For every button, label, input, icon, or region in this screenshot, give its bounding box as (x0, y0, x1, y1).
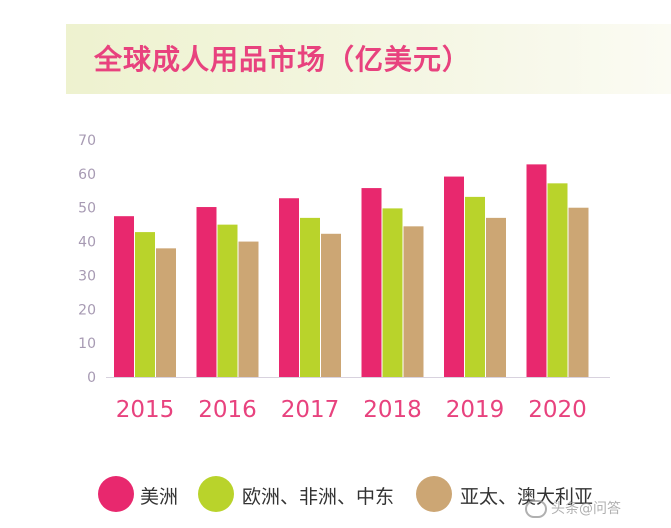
legend-swatch-americas (98, 476, 134, 512)
x-tick-label: 2016 (198, 397, 257, 423)
legend-label-americas: 美洲 (140, 486, 179, 508)
bar-2018-1 (361, 188, 382, 377)
x-tick-label: 2019 (446, 397, 505, 423)
legend-swatch-apac (416, 476, 452, 512)
bar-2020-1 (526, 164, 547, 377)
y-tick-label: 50 (78, 201, 96, 217)
watermark: 头条@问答 (525, 498, 621, 518)
legend-swatch-emea (198, 476, 234, 512)
x-tick-label: 2018 (363, 397, 422, 423)
bar-2016-1 (196, 207, 217, 377)
bar-2020-2 (547, 183, 568, 377)
bar-2015-1 (114, 216, 134, 377)
bar-2018-3 (403, 226, 424, 377)
x-tick-label: 2015 (116, 397, 175, 423)
y-tick-label: 0 (87, 370, 96, 386)
bar-2019-1 (444, 176, 464, 377)
y-tick-label: 20 (78, 302, 96, 318)
chat-bubble-icon (525, 500, 547, 518)
y-tick-label: 30 (78, 268, 96, 284)
bar-2019-3 (486, 217, 506, 377)
y-tick-label: 40 (78, 235, 96, 251)
y-tick-label: 70 (78, 133, 96, 149)
legend-label-emea: 欧洲、非洲、中东 (242, 486, 395, 508)
bar-2019-2 (465, 196, 485, 377)
legend-label-apac: 亚太、澳大利亚 (460, 486, 594, 508)
bar-2020-3 (568, 207, 589, 377)
bar-2017-3 (321, 233, 341, 377)
y-tick-label: 60 (78, 167, 96, 183)
bar-2015-2 (135, 232, 155, 377)
x-tick-label: 2017 (281, 397, 340, 423)
bar-2017-1 (279, 198, 299, 377)
bar-2016-2 (217, 224, 238, 377)
bar-2018-2 (382, 208, 403, 377)
title-band (66, 24, 671, 94)
bar-2015-3 (156, 248, 176, 377)
watermark-text: 头条@问答 (551, 501, 621, 517)
bar-2017-2 (300, 217, 320, 377)
legend: 美洲 欧洲、非洲、中东 亚太、澳大利亚 (98, 470, 671, 518)
bar-2016-3 (238, 241, 259, 377)
y-tick-label: 10 (78, 336, 96, 352)
x-tick-label: 2020 (528, 397, 587, 423)
chart-title: 全球成人用品市场（亿美元） (94, 43, 472, 76)
